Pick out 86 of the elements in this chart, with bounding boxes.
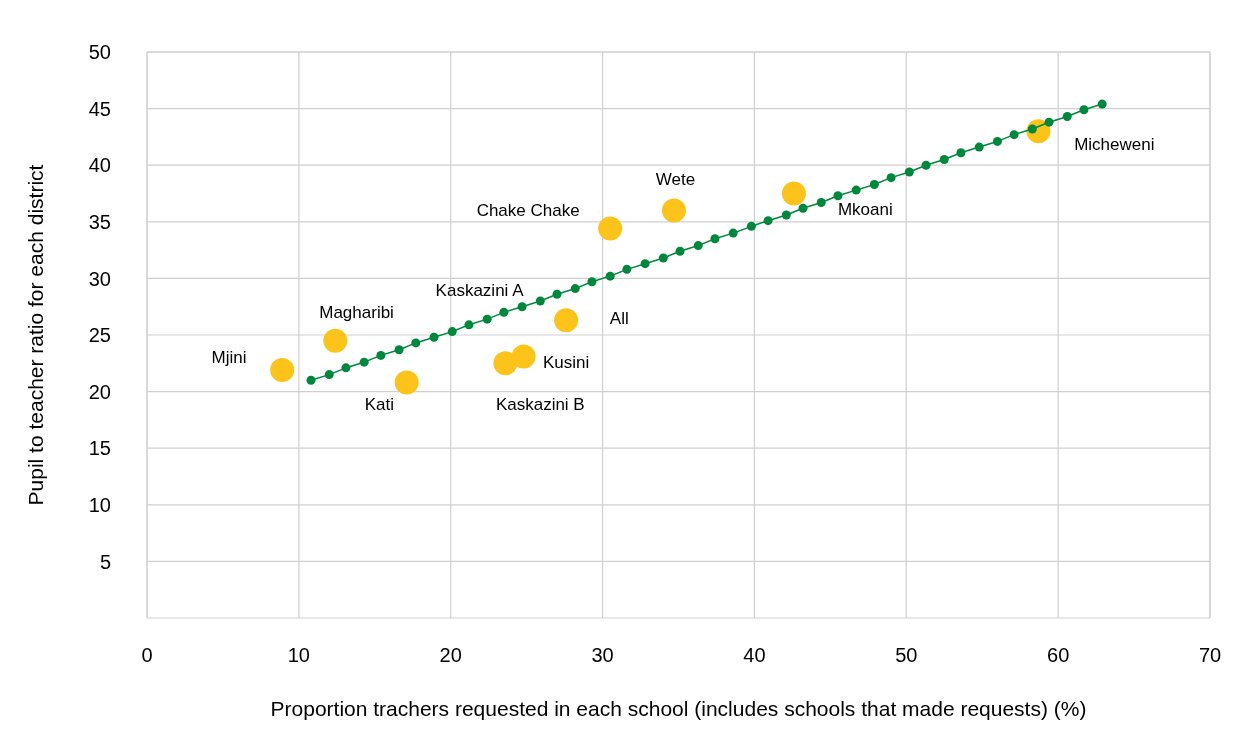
point	[341, 363, 351, 373]
point	[1062, 112, 1072, 122]
point	[493, 351, 518, 376]
point	[482, 314, 492, 324]
point	[429, 332, 439, 342]
point	[1079, 105, 1089, 115]
point	[554, 308, 579, 333]
annotation: Mkoani	[837, 199, 893, 219]
annotation: All	[609, 308, 629, 328]
x-tick-label: 50	[895, 644, 918, 667]
point	[376, 350, 386, 360]
point	[798, 203, 808, 213]
point	[622, 264, 632, 274]
annotation: Kaskazini B	[495, 394, 585, 414]
point	[833, 191, 843, 201]
point	[270, 358, 295, 383]
point	[886, 173, 896, 183]
point	[869, 179, 879, 189]
point	[675, 246, 685, 256]
y-tick-label: 35	[88, 210, 111, 233]
point	[992, 136, 1002, 146]
point	[306, 375, 316, 385]
point	[746, 221, 756, 231]
point	[693, 241, 703, 251]
y-tick-label: 25	[88, 324, 111, 347]
y-tick-label: 50	[88, 41, 111, 64]
annotation: Mjini	[211, 348, 247, 368]
point	[640, 259, 650, 269]
point	[570, 284, 580, 294]
y-axis-title: Pupil to teacher ratio for each district	[24, 164, 48, 506]
point	[921, 160, 931, 170]
point	[323, 328, 348, 353]
point	[511, 344, 536, 369]
point	[851, 185, 861, 195]
x-tick-label: 60	[1047, 644, 1070, 667]
x-tick-label: 40	[743, 644, 766, 667]
y-tick-label: 10	[88, 493, 111, 516]
point	[781, 181, 806, 206]
point	[394, 370, 419, 395]
y-tick-label: 20	[88, 380, 111, 403]
point	[359, 357, 369, 367]
annotation: Magharibi	[319, 302, 394, 322]
point	[411, 338, 421, 348]
point	[552, 289, 562, 299]
point	[598, 216, 623, 241]
y-tick-label: 45	[88, 97, 111, 120]
point	[658, 253, 668, 263]
y-tick-label: 40	[88, 154, 111, 177]
y-tick-label: 15	[88, 437, 111, 460]
x-tick-label: 30	[591, 644, 614, 667]
point	[1027, 124, 1037, 134]
point	[1009, 130, 1019, 140]
point	[587, 277, 597, 287]
point	[728, 228, 738, 238]
point	[904, 167, 914, 177]
point	[324, 370, 334, 380]
point	[1044, 117, 1054, 127]
point	[535, 296, 545, 306]
point	[499, 307, 509, 317]
point	[763, 216, 773, 226]
y-tick-label: 5	[99, 550, 111, 573]
annotation: Kusini	[542, 352, 590, 372]
annotation: Chake Chake	[476, 200, 580, 220]
point	[394, 345, 404, 355]
point	[974, 142, 984, 152]
x-tick-label: 10	[287, 644, 310, 667]
x-tick-label: 20	[439, 644, 462, 667]
annotation: Kati	[364, 394, 394, 414]
point	[781, 210, 791, 220]
point	[605, 271, 615, 281]
annotation: Micheweni	[1074, 135, 1155, 155]
point	[1097, 99, 1107, 109]
point	[816, 198, 826, 208]
x-tick-label: 0	[141, 644, 153, 667]
point	[464, 320, 474, 330]
point	[710, 234, 720, 244]
x-tick-label: 70	[1198, 644, 1222, 667]
annotation: Wete	[655, 170, 696, 190]
annotation: Kaskazini A	[435, 281, 525, 301]
point	[939, 155, 949, 165]
y-tick-label: 30	[88, 267, 111, 290]
point	[517, 302, 527, 312]
x-axis-title: Proportion trachers requested in each school (includes schools that made requests) (%)	[270, 697, 1087, 720]
point	[447, 327, 457, 337]
point	[661, 198, 686, 223]
point	[956, 148, 966, 158]
